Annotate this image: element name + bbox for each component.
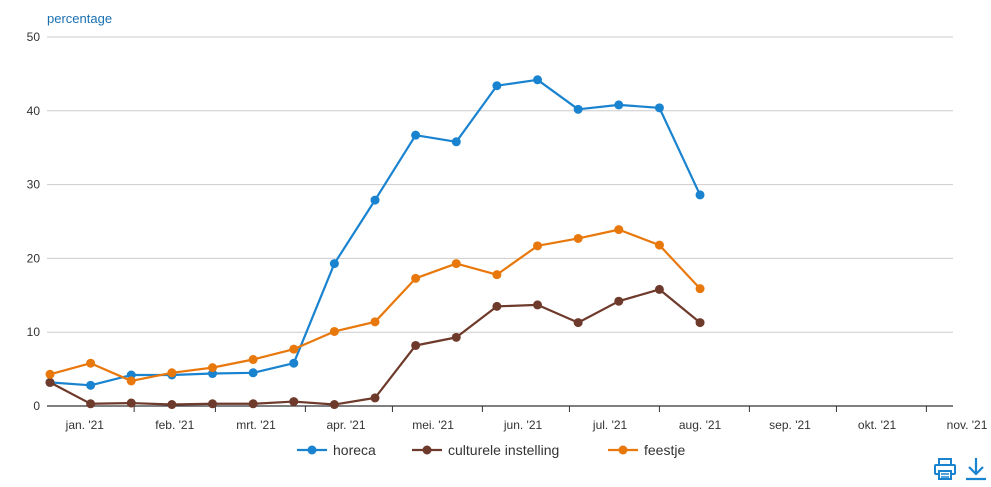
- x-tick-label: sep. '21: [769, 418, 811, 432]
- data-point: [614, 296, 624, 306]
- printer-icon[interactable]: [932, 456, 958, 482]
- x-tick-label: aug. '21: [679, 418, 722, 432]
- legend-marker: [307, 445, 317, 455]
- y-axis: 0 10 20 30 40 50: [27, 30, 41, 413]
- data-point: [167, 368, 177, 378]
- x-tick-label: jul. '21: [592, 418, 628, 432]
- data-point: [614, 100, 624, 110]
- data-point: [370, 393, 380, 403]
- series-feestje: [45, 225, 705, 386]
- data-point: [208, 363, 218, 373]
- legend-item[interactable]: feestje: [608, 442, 685, 458]
- data-point: [695, 284, 705, 294]
- legend-marker: [618, 445, 628, 455]
- data-point: [695, 190, 705, 200]
- data-point: [370, 195, 380, 205]
- legend-item[interactable]: culturele instelling: [412, 442, 559, 458]
- data-point: [533, 241, 543, 251]
- x-tick-label: mrt. '21: [236, 418, 276, 432]
- data-point: [248, 355, 258, 365]
- y-tick-label: 40: [27, 104, 41, 118]
- data-point: [45, 369, 55, 379]
- data-point: [492, 270, 502, 280]
- series-culturele-instelling: [45, 284, 705, 410]
- data-point: [167, 400, 177, 410]
- y-tick-label: 50: [27, 30, 41, 44]
- data-point: [411, 340, 421, 350]
- x-tick-label: okt. '21: [858, 418, 897, 432]
- series-line: [49, 288, 701, 406]
- data-point: [451, 332, 461, 342]
- data-point: [86, 399, 96, 409]
- legend-item[interactable]: horeca: [297, 442, 376, 458]
- series-line: [49, 228, 701, 383]
- data-point: [329, 326, 339, 336]
- data-point: [86, 380, 96, 390]
- legend-label: feestje: [644, 442, 685, 458]
- data-point: [411, 130, 421, 140]
- series-layer: [45, 75, 705, 410]
- data-point: [573, 318, 583, 328]
- data-point: [492, 81, 502, 91]
- data-point: [411, 273, 421, 283]
- y-axis-label: percentage: [47, 11, 112, 26]
- download-icon[interactable]: [963, 456, 989, 482]
- data-point: [695, 318, 705, 328]
- data-point: [654, 284, 664, 294]
- x-tick-label: jan. '21: [65, 418, 105, 432]
- data-point: [614, 225, 624, 235]
- data-point: [126, 398, 136, 408]
- legend-marker: [422, 445, 432, 455]
- x-tick-label: apr. '21: [327, 418, 366, 432]
- data-point: [451, 137, 461, 147]
- data-point: [248, 368, 258, 378]
- data-point: [654, 103, 664, 113]
- data-point: [573, 233, 583, 243]
- data-point: [86, 358, 96, 368]
- data-point: [248, 399, 258, 409]
- y-tick-label: 0: [33, 399, 40, 413]
- grid: [47, 36, 953, 407]
- data-point: [533, 75, 543, 85]
- x-axis: jan. '21 feb. '21 mrt. '21 apr. '21 mei. '21…: [65, 406, 988, 432]
- y-tick-label: 30: [27, 178, 41, 192]
- x-tick-label: jun. '21: [503, 418, 543, 432]
- data-point: [126, 376, 136, 386]
- data-point: [289, 397, 299, 407]
- data-point: [45, 377, 55, 387]
- y-tick-label: 20: [27, 251, 41, 265]
- data-point: [533, 300, 543, 310]
- legend-label: horeca: [333, 442, 376, 458]
- data-point: [654, 240, 664, 250]
- data-point: [329, 259, 339, 269]
- legend-label: culturele instelling: [448, 442, 559, 458]
- data-point: [370, 317, 380, 327]
- x-tick-label: feb. '21: [155, 418, 194, 432]
- x-tick-label: mei. '21: [412, 418, 454, 432]
- data-point: [208, 399, 218, 409]
- data-point: [573, 104, 583, 114]
- data-point: [289, 344, 299, 354]
- y-tick-label: 10: [27, 325, 41, 339]
- x-tick-label: nov. '21: [947, 418, 988, 432]
- legend[interactable]: horeca culturele instelling feestje: [297, 442, 685, 458]
- data-point: [492, 301, 502, 311]
- data-point: [451, 259, 461, 269]
- data-point: [329, 400, 339, 410]
- data-point: [289, 358, 299, 368]
